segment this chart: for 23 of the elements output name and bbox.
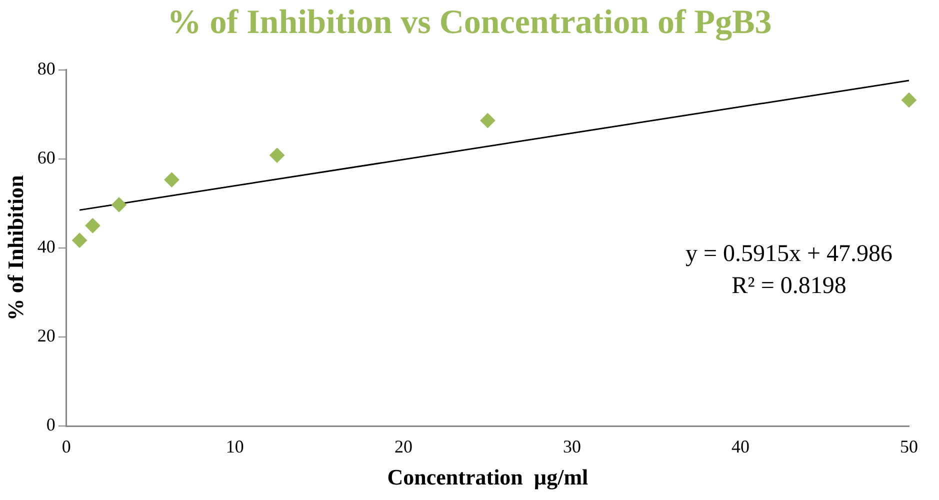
point: [902, 92, 916, 108]
x-tick-label: 30: [562, 436, 581, 457]
point: [85, 218, 100, 234]
x-axis-title: Concentration µg/ml: [387, 464, 588, 490]
x-tick-label: 20: [394, 436, 412, 457]
annotation: R² = 0.8198: [732, 273, 846, 300]
y-tick-label: 20: [37, 326, 56, 346]
annotation: y = 0.5915x + 47.986: [685, 241, 893, 268]
point: [164, 172, 180, 188]
y-tick-label: 0: [46, 414, 56, 435]
y-tick-label: 80: [37, 58, 56, 79]
point: [270, 148, 285, 163]
point: [72, 232, 88, 248]
x-tick-label: 10: [226, 436, 244, 457]
chart-title: % of Inhibition vs Concentration of PgB3: [166, 4, 773, 42]
point: [112, 197, 127, 212]
y-tick-label: 40: [37, 236, 56, 257]
x-tick-label: 40: [731, 436, 750, 457]
x-tick-label: 50: [900, 436, 918, 457]
y-axis-title: % of Inhibition: [2, 175, 28, 321]
y-tick-label: 60: [37, 148, 56, 168]
point: [480, 113, 496, 128]
x-tick-label: 0: [62, 436, 71, 457]
